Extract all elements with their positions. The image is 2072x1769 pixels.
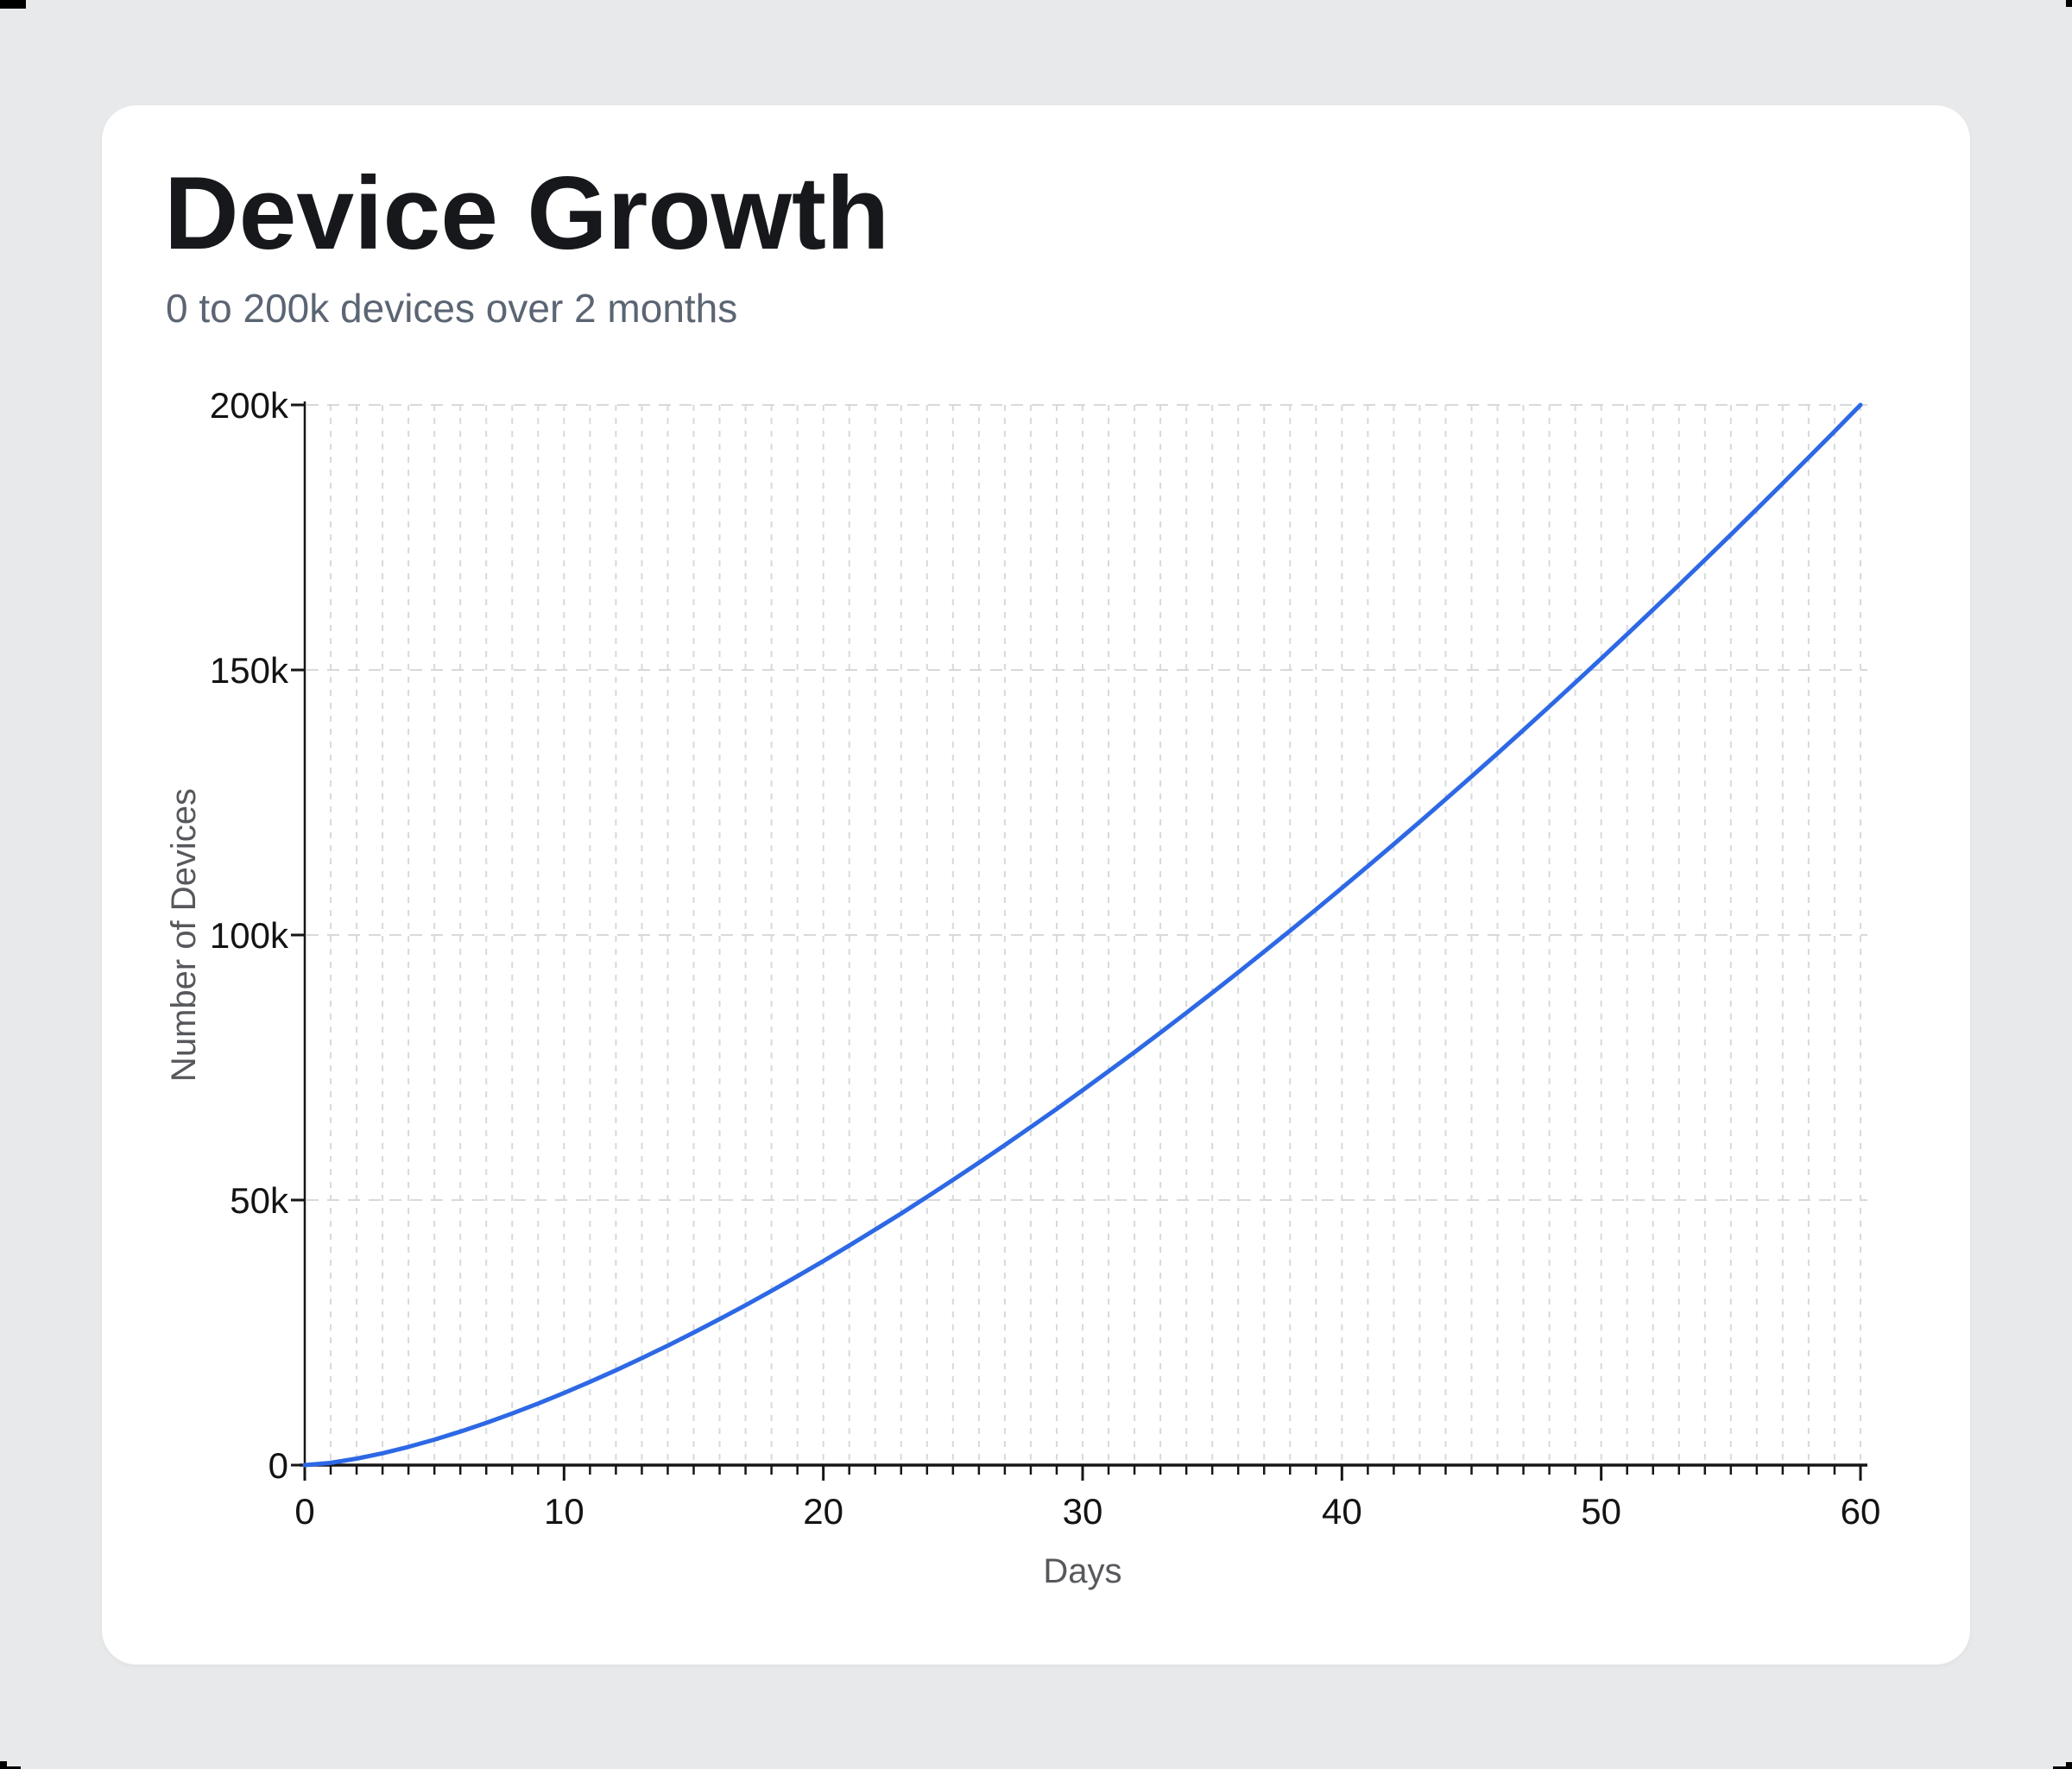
chart-card xyxy=(102,105,1970,1665)
x-tick-label: 40 xyxy=(1322,1491,1362,1532)
tick-labels: 0 10 20 30 40 50 60 0 50k 100k 150k 200k xyxy=(210,385,1880,1532)
growth-curve xyxy=(302,402,1863,1468)
x-axis-title: Days xyxy=(1043,1552,1121,1590)
x-tick-label: 20 xyxy=(803,1491,843,1532)
y-axis-title: Number of Devices xyxy=(165,788,203,1082)
y-tick-label: 200k xyxy=(210,385,289,426)
crop-mark-bottom-right xyxy=(2066,1762,2072,1769)
crop-mark-top-left xyxy=(0,0,26,9)
crop-mark-bottom-left xyxy=(0,1761,7,1769)
y-tick-label: 50k xyxy=(230,1180,289,1221)
crop-mark-bottom-right-bar xyxy=(2053,1766,2072,1769)
y-tick-label: 0 xyxy=(268,1445,288,1486)
crop-mark-top-right xyxy=(2066,0,2072,7)
y-tick-label: 100k xyxy=(210,915,289,956)
gridlines xyxy=(306,404,1867,1463)
x-tick-label: 30 xyxy=(1063,1491,1103,1532)
x-tick-label: 0 xyxy=(294,1491,314,1532)
x-tick-label: 10 xyxy=(544,1491,584,1532)
crop-mark-bottom-left-bar xyxy=(0,1766,21,1769)
chart-subtitle: 0 to 200k devices over 2 months xyxy=(166,286,738,331)
x-tick-label: 60 xyxy=(1841,1491,1881,1532)
x-tick-label: 50 xyxy=(1581,1491,1621,1532)
chart-title: Device Growth xyxy=(164,155,890,271)
tick-marks xyxy=(291,403,1862,1481)
y-tick-label: 150k xyxy=(210,650,289,691)
